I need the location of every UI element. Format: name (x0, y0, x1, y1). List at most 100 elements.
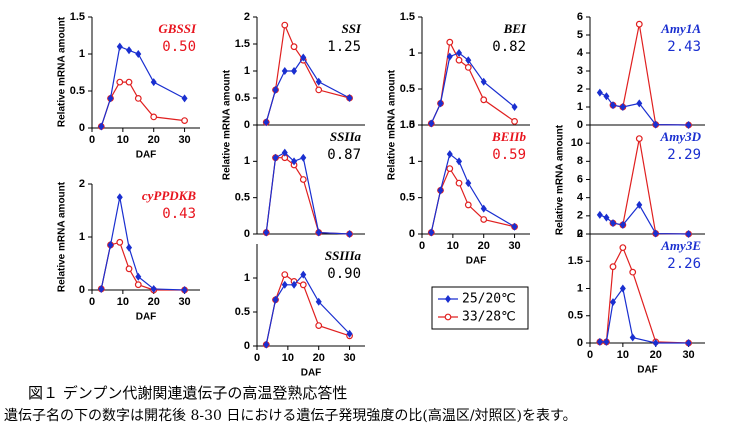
legend-label: 25/20℃ (462, 292, 516, 307)
y-tick-label: 0.5 (568, 310, 583, 322)
caption-note: 遺伝子名の下の数字は開花後 8-30 日における遺伝子発現強度の比(高温区/対照… (4, 407, 577, 424)
point (464, 63, 472, 71)
y-axis-label: Relative mRNA amount (57, 181, 68, 292)
point (610, 219, 616, 228)
point (480, 204, 487, 213)
point (299, 176, 307, 183)
point (281, 271, 289, 279)
point (629, 268, 637, 276)
gene-name: Amy1A (660, 21, 701, 36)
point (281, 21, 289, 29)
x-tick-label: 10 (117, 296, 129, 308)
point (635, 20, 643, 28)
point (455, 179, 463, 187)
point (315, 228, 322, 237)
point (299, 281, 307, 289)
point (428, 228, 435, 237)
x-tick-label: 0 (587, 349, 593, 361)
gene-name: Amy3E (660, 238, 701, 253)
legend-label: 33/28℃ (462, 310, 516, 325)
point (596, 337, 603, 346)
y-axis-label: Relative mRNA amount (387, 69, 398, 180)
y-tick-label: 0 (244, 228, 250, 240)
point (465, 56, 472, 65)
gene-name: SSIIIa (325, 248, 362, 263)
y-tick-label: 0.5 (235, 192, 250, 204)
point (346, 329, 353, 338)
gene-name: Amy3D (660, 129, 702, 144)
x-tick-label: 10 (617, 349, 629, 361)
point (619, 284, 626, 293)
expression-ratio: 2.29 (667, 147, 701, 163)
x-axis-label: DAF (136, 150, 157, 161)
point (134, 281, 142, 289)
y-tick-label: 1.5 (568, 255, 583, 267)
x-axis-label: DAF (301, 368, 322, 379)
y-tick-label: 2 (577, 210, 583, 222)
expression-ratio: 2.26 (667, 256, 701, 272)
x-axis-label: DAF (466, 256, 487, 267)
legend-box (431, 286, 529, 330)
y-tick-label: 0.5 (235, 306, 250, 318)
y-tick-label: 1 (244, 155, 250, 167)
point (511, 117, 518, 125)
point (603, 337, 610, 346)
point (446, 165, 454, 173)
gene-name: SSI (341, 21, 361, 36)
y-tick-label: 0 (244, 340, 250, 352)
y-tick-label: 4 (577, 192, 584, 204)
point (126, 243, 133, 252)
point (629, 333, 636, 342)
point (134, 94, 142, 102)
gene-name: SSIIa (330, 129, 362, 144)
point (116, 78, 124, 86)
x-tick-label: 20 (478, 240, 490, 252)
point (98, 284, 105, 293)
point (609, 263, 617, 271)
gene-name: BEIIb (491, 129, 526, 144)
point (455, 56, 463, 64)
point (346, 230, 353, 238)
point (636, 200, 643, 209)
point (291, 157, 298, 166)
x-tick-label: 0 (89, 296, 95, 308)
y-axis-label: Relative mRNA amount (57, 16, 68, 127)
point (652, 120, 659, 129)
point (272, 85, 279, 94)
x-axis-label: DAF (136, 312, 157, 323)
x-tick-label: 0 (419, 240, 425, 252)
y-tick-label: 0.5 (235, 92, 250, 104)
y-tick-label: 0 (577, 228, 583, 240)
point (685, 230, 692, 238)
point (98, 122, 105, 131)
y-tick-label: 1 (244, 272, 250, 284)
point (291, 67, 298, 75)
point (125, 265, 133, 273)
point (446, 38, 454, 46)
x-tick-label: 30 (682, 349, 694, 361)
point (437, 99, 444, 108)
y-tick-label: 1.5 (400, 119, 415, 131)
y-tick-label: 0 (577, 119, 583, 131)
point (135, 50, 142, 58)
point (281, 67, 288, 75)
x-axis-label: DAF (637, 365, 658, 376)
y-tick-label: 6 (577, 11, 583, 23)
y-tick-label: 0 (577, 337, 583, 349)
gene-name: BEI (503, 21, 527, 36)
x-tick-label: 30 (178, 296, 190, 308)
expression-ratio: 2.43 (667, 39, 701, 55)
point (272, 295, 279, 304)
point (315, 86, 323, 94)
point (619, 103, 626, 111)
point (346, 94, 353, 102)
gene-name: GBSSI (158, 21, 197, 36)
point (511, 222, 518, 231)
point (290, 43, 298, 51)
point (126, 46, 133, 55)
point (446, 52, 453, 61)
point (603, 92, 610, 101)
y-tick-label: 1.5 (235, 38, 250, 50)
expression-ratio: 0.82 (492, 39, 526, 55)
y-tick-label: 6 (577, 173, 583, 185)
